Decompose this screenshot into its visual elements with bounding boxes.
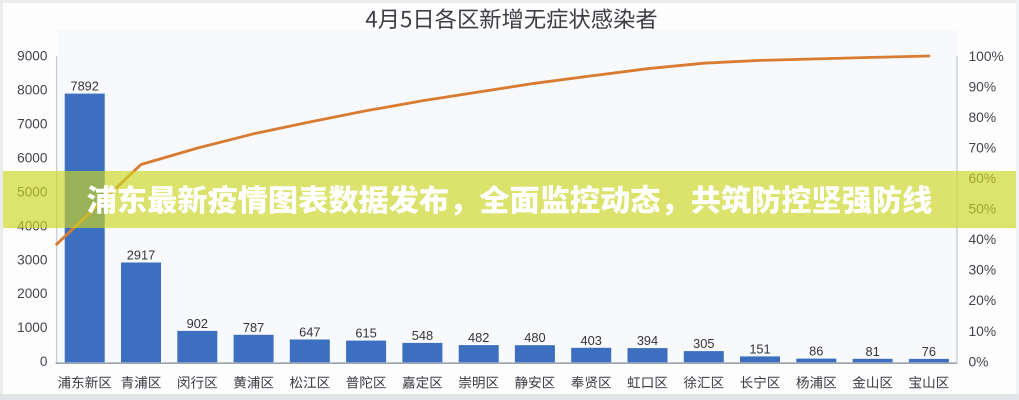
svg-text:787: 787 [243, 320, 264, 335]
svg-text:8000: 8000 [17, 83, 48, 98]
svg-text:100%: 100% [969, 49, 1004, 64]
svg-text:548: 548 [412, 328, 433, 343]
svg-text:3000: 3000 [17, 252, 48, 267]
svg-text:482: 482 [468, 330, 489, 345]
svg-text:403: 403 [581, 333, 602, 348]
svg-text:80%: 80% [969, 110, 997, 125]
svg-text:1000: 1000 [17, 320, 48, 335]
svg-text:2000: 2000 [17, 286, 48, 301]
svg-text:70%: 70% [969, 140, 997, 155]
svg-text:0: 0 [40, 354, 48, 369]
svg-text:151: 151 [749, 341, 770, 356]
svg-text:86: 86 [809, 344, 823, 359]
svg-text:647: 647 [299, 325, 320, 340]
svg-text:81: 81 [865, 344, 879, 359]
svg-text:9000: 9000 [17, 49, 48, 64]
svg-text:76: 76 [922, 344, 936, 359]
svg-text:0%: 0% [969, 354, 989, 369]
svg-text:30%: 30% [969, 263, 997, 278]
svg-text:902: 902 [187, 316, 208, 331]
svg-text:6000: 6000 [17, 150, 48, 165]
svg-text:394: 394 [637, 333, 658, 348]
svg-text:7000: 7000 [17, 117, 48, 132]
svg-text:615: 615 [355, 326, 376, 341]
svg-text:10%: 10% [969, 324, 997, 339]
svg-text:90%: 90% [969, 79, 997, 94]
svg-text:20%: 20% [969, 293, 997, 308]
svg-text:480: 480 [524, 330, 545, 345]
svg-text:7892: 7892 [70, 79, 98, 94]
svg-text:40%: 40% [969, 232, 997, 247]
svg-text:2917: 2917 [127, 248, 155, 263]
svg-text:305: 305 [693, 336, 714, 351]
